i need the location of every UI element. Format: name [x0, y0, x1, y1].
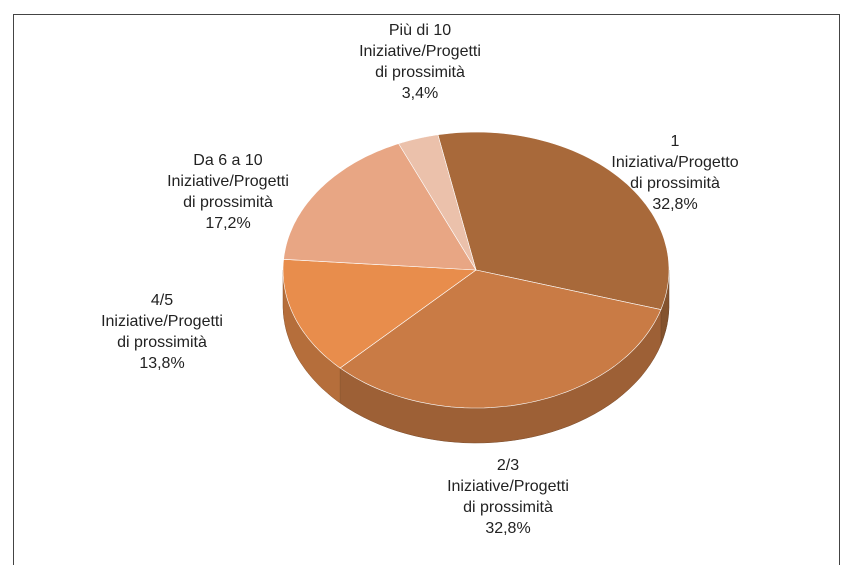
value-label: 13,8%: [139, 355, 185, 372]
slice-label: 2/3 Iniziative/Progetti di prossimità 32,…: [447, 455, 569, 539]
slice-label: Più di 10 Iniziative/Progetti di prossim…: [359, 20, 481, 104]
category-label: Più di 10 Iniziative/Progetti di prossim…: [359, 22, 481, 81]
value-label: 17,2%: [205, 215, 251, 232]
frame: [13, 14, 840, 565]
pie-slice: [339, 269, 662, 409]
category-label: 2/3 Iniziative/Progetti di prossimità: [447, 457, 569, 516]
pie-slice: [283, 143, 477, 271]
category-label: Da 6 a 10 Iniziative/Progetti di prossim…: [167, 152, 289, 211]
value-label: 3,4%: [401, 85, 439, 102]
slice-label: 4/5 Iniziative/Progetti di prossimità 13,…: [101, 290, 223, 374]
slice-label: 1 Iniziativa/Progetto di prossimità 32,8%: [611, 131, 738, 215]
pie-slice: [282, 258, 477, 369]
value-label: 32,8%: [485, 520, 531, 537]
category-label: 4/5 Iniziative/Progetti di prossimità: [101, 292, 223, 351]
pie-slice: [398, 134, 477, 271]
value-label: 32,8%: [652, 196, 698, 213]
pie-slice: [437, 131, 670, 310]
slice-label: Da 6 a 10 Iniziative/Progetti di prossim…: [167, 150, 289, 234]
category-label: 1 Iniziativa/Progetto di prossimità: [611, 133, 739, 192]
